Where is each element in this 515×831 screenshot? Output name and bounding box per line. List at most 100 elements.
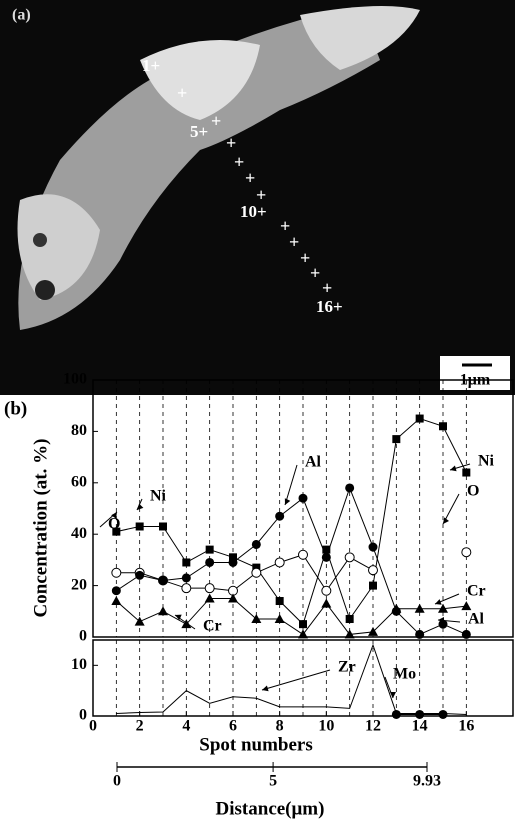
- y-tick-label: 40: [71, 525, 87, 542]
- annotation: O: [467, 483, 479, 500]
- point: [228, 593, 238, 603]
- point: [182, 558, 191, 567]
- point: [462, 468, 471, 477]
- x-tick-label: 6: [229, 718, 237, 735]
- point: [415, 709, 425, 719]
- point: [461, 629, 471, 639]
- arrow-head: [435, 599, 442, 605]
- annotation: Cr: [467, 583, 486, 600]
- x-axis-label: Distance(μm): [216, 798, 325, 819]
- scale-box: [440, 356, 510, 390]
- point: [275, 511, 285, 521]
- point: [438, 603, 448, 613]
- y-tick-label: 10: [71, 656, 87, 673]
- svg-text:+: +: [310, 263, 320, 283]
- point: [181, 619, 192, 629]
- svg-text:+: +: [234, 152, 244, 172]
- arrow-head: [262, 685, 269, 692]
- point: [321, 598, 332, 608]
- point: [134, 616, 145, 626]
- point: [345, 483, 355, 493]
- point: [111, 596, 122, 606]
- point: [321, 585, 332, 596]
- point: [159, 522, 167, 531]
- svg-text:+: +: [322, 278, 332, 298]
- point: [274, 557, 285, 568]
- annotation: Cr: [203, 618, 222, 635]
- point: [391, 709, 401, 719]
- point: [251, 539, 261, 549]
- svg-text:+: +: [256, 185, 266, 205]
- annotation: Mo: [393, 666, 416, 683]
- point: [461, 547, 472, 558]
- point: [205, 545, 214, 554]
- point: [205, 557, 215, 567]
- point: [135, 570, 145, 580]
- spot-marker: 10+: [240, 202, 267, 221]
- y-tick-label: 0: [79, 628, 87, 645]
- series-line: [116, 486, 467, 636]
- svg-text:+: +: [289, 232, 299, 252]
- arrow-head: [443, 517, 449, 524]
- point: [461, 601, 472, 611]
- point: [368, 565, 378, 576]
- series-line: [116, 417, 467, 626]
- arrow-head: [137, 503, 144, 510]
- point: [344, 552, 355, 563]
- point: [438, 709, 448, 719]
- x-tick-label: 10: [318, 718, 334, 735]
- point: [298, 493, 308, 503]
- point: [321, 552, 331, 562]
- svg-text:+: +: [177, 83, 187, 103]
- point: [251, 567, 262, 578]
- x-tick-label: 16: [458, 718, 474, 735]
- arrow-head: [284, 498, 291, 505]
- spot-crosses: +++ +++ +++ ++: [177, 83, 332, 298]
- y-tick-label: 100: [63, 371, 87, 388]
- point: [252, 563, 261, 572]
- svg-text:+: +: [245, 168, 255, 188]
- annotation: Ni: [150, 488, 167, 505]
- annotation: O: [108, 516, 120, 533]
- x-tick-label: 0: [113, 773, 121, 790]
- svg-text:+: +: [211, 111, 221, 131]
- x-tick-label: 9.93: [413, 773, 441, 790]
- x-tick-label: 14: [412, 718, 428, 735]
- point: [158, 606, 168, 616]
- x-tick-label: 8: [276, 718, 284, 735]
- x-tick-label: 5: [269, 773, 277, 790]
- point: [439, 422, 447, 431]
- spot-marker: 5+: [190, 122, 208, 141]
- x-axis-label: Spot numbers: [199, 734, 313, 755]
- point: [158, 575, 168, 585]
- point: [112, 527, 121, 536]
- svg-text:+: +: [226, 133, 236, 153]
- annotation: Al: [305, 454, 322, 471]
- y-tick-label: 0: [79, 707, 87, 724]
- point: [344, 629, 355, 639]
- point: [415, 629, 425, 639]
- series-line: [116, 643, 467, 715]
- annotation-arrow: [284, 464, 298, 506]
- spot-marker: 1+: [142, 56, 160, 75]
- point: [204, 593, 215, 603]
- point: [274, 614, 285, 624]
- spot-marker: 16+: [316, 297, 343, 316]
- series-line: [116, 597, 467, 636]
- point: [204, 583, 215, 594]
- annotation: Ni: [478, 453, 495, 470]
- x-tick-label: 12: [365, 718, 381, 735]
- point: [275, 597, 284, 606]
- point: [298, 549, 308, 560]
- svg-text:+: +: [300, 248, 310, 268]
- point: [228, 557, 238, 567]
- point: [322, 545, 331, 554]
- point: [298, 629, 308, 639]
- point: [181, 583, 192, 594]
- point: [111, 567, 122, 578]
- point: [251, 614, 262, 624]
- annotation-arrow: [261, 669, 331, 691]
- point: [181, 573, 191, 583]
- arrow-head: [438, 617, 444, 623]
